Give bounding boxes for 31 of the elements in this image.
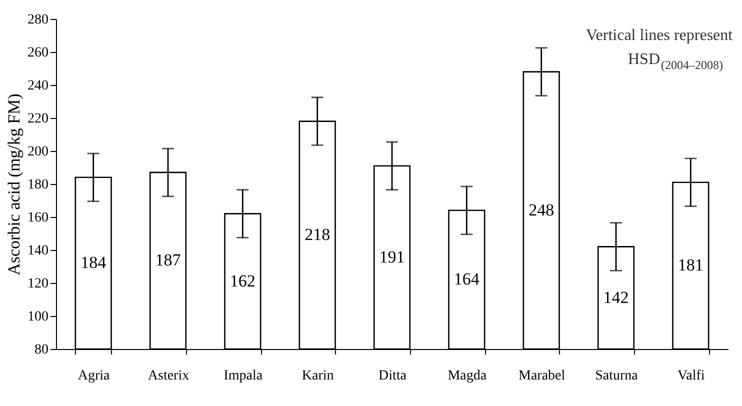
x-tick-label: Ditta [378,368,408,384]
x-tick-label: Impala [224,368,264,384]
x-tick-label: Karin [302,368,334,384]
x-tick-label: Marabel [518,368,566,384]
data-label: 218 [304,225,330,244]
data-label: 187 [155,250,182,270]
data-label: 184 [80,253,107,272]
x-tick-label: Asterix [148,368,190,384]
annotation: Vertical lines represent [586,27,734,44]
y-tick-label: 120 [28,276,48,292]
y-tick-label: 200 [28,144,48,160]
data-label: 248 [528,200,554,220]
data-label: 181 [678,256,704,275]
y-tick-label: 140 [28,244,48,258]
y-tick-label: 160 [28,210,48,226]
y-tick-label: 80 [34,342,48,358]
data-label: 142 [603,288,629,307]
x-tick-label: Agria [78,368,111,384]
y-tick-label: 220 [28,112,48,126]
y-tick-label: 100 [28,310,48,324]
x-tick-label: Magda [448,368,488,384]
y-tick-label: 260 [28,46,48,60]
data-label: 191 [379,247,405,266]
data-label: 164 [454,270,480,289]
x-tick-label: Valfi [678,368,705,384]
y-tick-label: 280 [28,12,48,28]
y-tick-label: 180 [28,178,48,192]
x-tick-label: Saturna [595,368,639,384]
y-tick-label: 240 [28,78,48,94]
data-label: 162 [230,271,256,290]
y-axis-title: Ascorbic acid (mg/kg FM) [4,94,24,276]
